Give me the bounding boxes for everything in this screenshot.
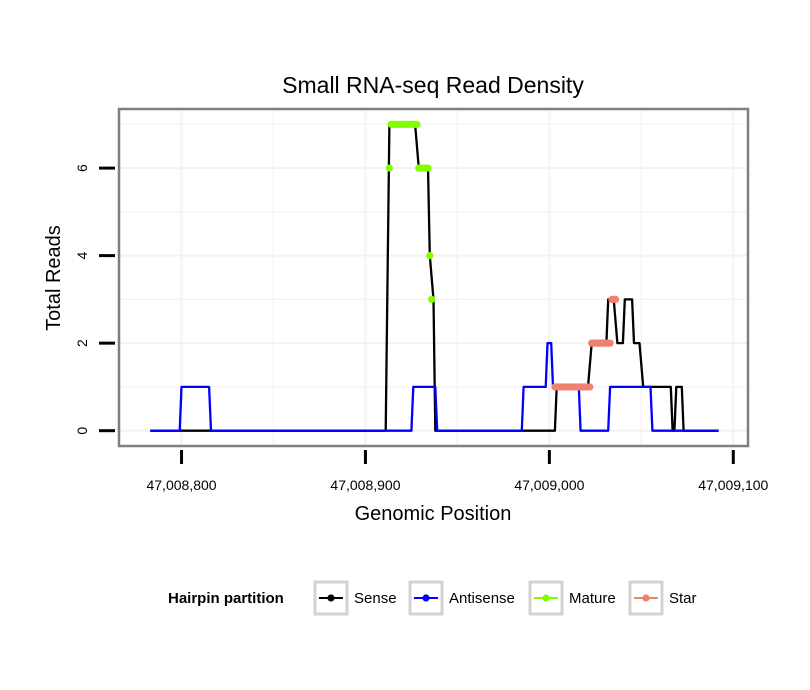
mature-point	[426, 252, 434, 260]
mature-point	[424, 164, 432, 172]
legend-label-sense: Sense	[354, 590, 397, 607]
legend-label-antisense: Antisense	[449, 590, 515, 607]
y-axis: 0 2 4 6	[74, 164, 115, 435]
y-tick-label: 4	[74, 252, 90, 260]
legend-key-dot-antisense	[422, 594, 430, 602]
x-axis: 47,008,800 47,008,900 47,009,000 47,009,100	[146, 450, 769, 493]
star-point	[611, 295, 620, 303]
star-point	[586, 383, 594, 391]
legend-label-mature: Mature	[569, 590, 616, 607]
antisense-series-line	[150, 341, 719, 432]
y-tick-label: 0	[74, 427, 90, 435]
series-layer	[150, 120, 719, 432]
mature-point	[385, 164, 393, 172]
legend-key-dot-star	[642, 594, 650, 602]
legend-label-star: Star	[669, 590, 697, 607]
x-tick-label: 47,008,900	[330, 477, 400, 493]
legend-key-dot-sense	[327, 594, 335, 602]
x-tick-label: 47,009,000	[514, 477, 584, 493]
y-tick-label: 2	[74, 339, 90, 347]
mature-point	[413, 120, 421, 128]
plot-frame	[117, 107, 750, 448]
chart-title: Small RNA-seq Read Density	[282, 72, 584, 98]
gridlines	[119, 109, 748, 446]
y-tick-label: 6	[74, 164, 90, 172]
mature-point	[428, 295, 436, 303]
x-axis-title: Genomic Position	[355, 503, 512, 525]
x-tick-label: 47,009,100	[698, 477, 768, 493]
legend: Hairpin partition Sense Antisense Mature St…	[168, 580, 697, 616]
legend-title: Hairpin partition	[168, 590, 284, 607]
legend-key-dot-mature	[542, 594, 550, 602]
x-tick-label: 47,008,800	[146, 477, 216, 493]
y-axis-title: Total Reads	[43, 225, 65, 331]
star-point	[606, 339, 614, 347]
